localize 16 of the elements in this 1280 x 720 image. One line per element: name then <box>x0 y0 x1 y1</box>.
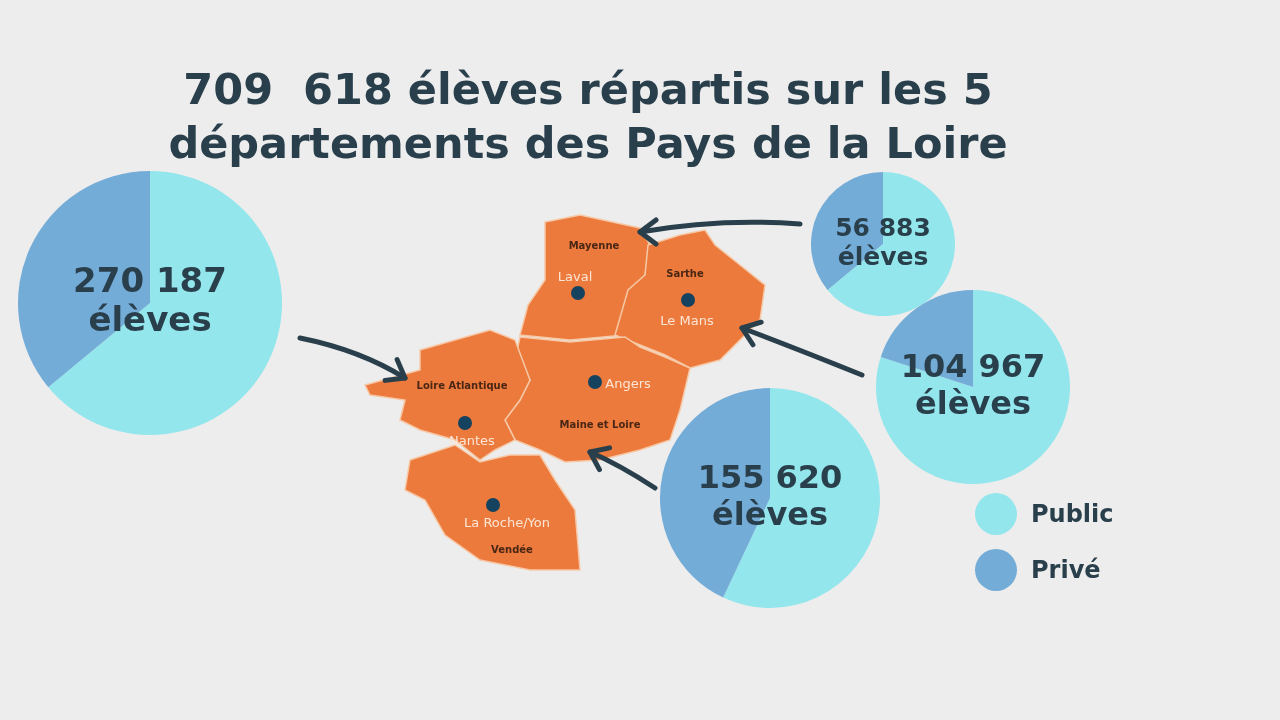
text: La Roche/Yon <box>464 514 550 530</box>
text: Laval <box>557 268 593 284</box>
text: 270 187 élèves <box>73 260 227 340</box>
text: 104 967 élèves <box>900 346 1046 422</box>
text: Angers <box>605 375 651 391</box>
text: Le Mans <box>660 312 714 328</box>
text: 56 883 élèves <box>835 213 931 271</box>
text: Mayenne <box>568 239 620 251</box>
legend-label: Public <box>1031 500 1114 528</box>
text: 155 620 élèves <box>697 457 843 533</box>
text: 709 618 élèves répartis sur les 5 départements des Pays de la Loire <box>167 63 1009 170</box>
text: Maine et Loire <box>559 418 641 430</box>
text: Sarthe <box>666 267 704 279</box>
text: Vendée <box>491 543 533 555</box>
text: Loire Atlantique <box>416 379 508 391</box>
legend-label: Privé <box>1031 556 1101 584</box>
